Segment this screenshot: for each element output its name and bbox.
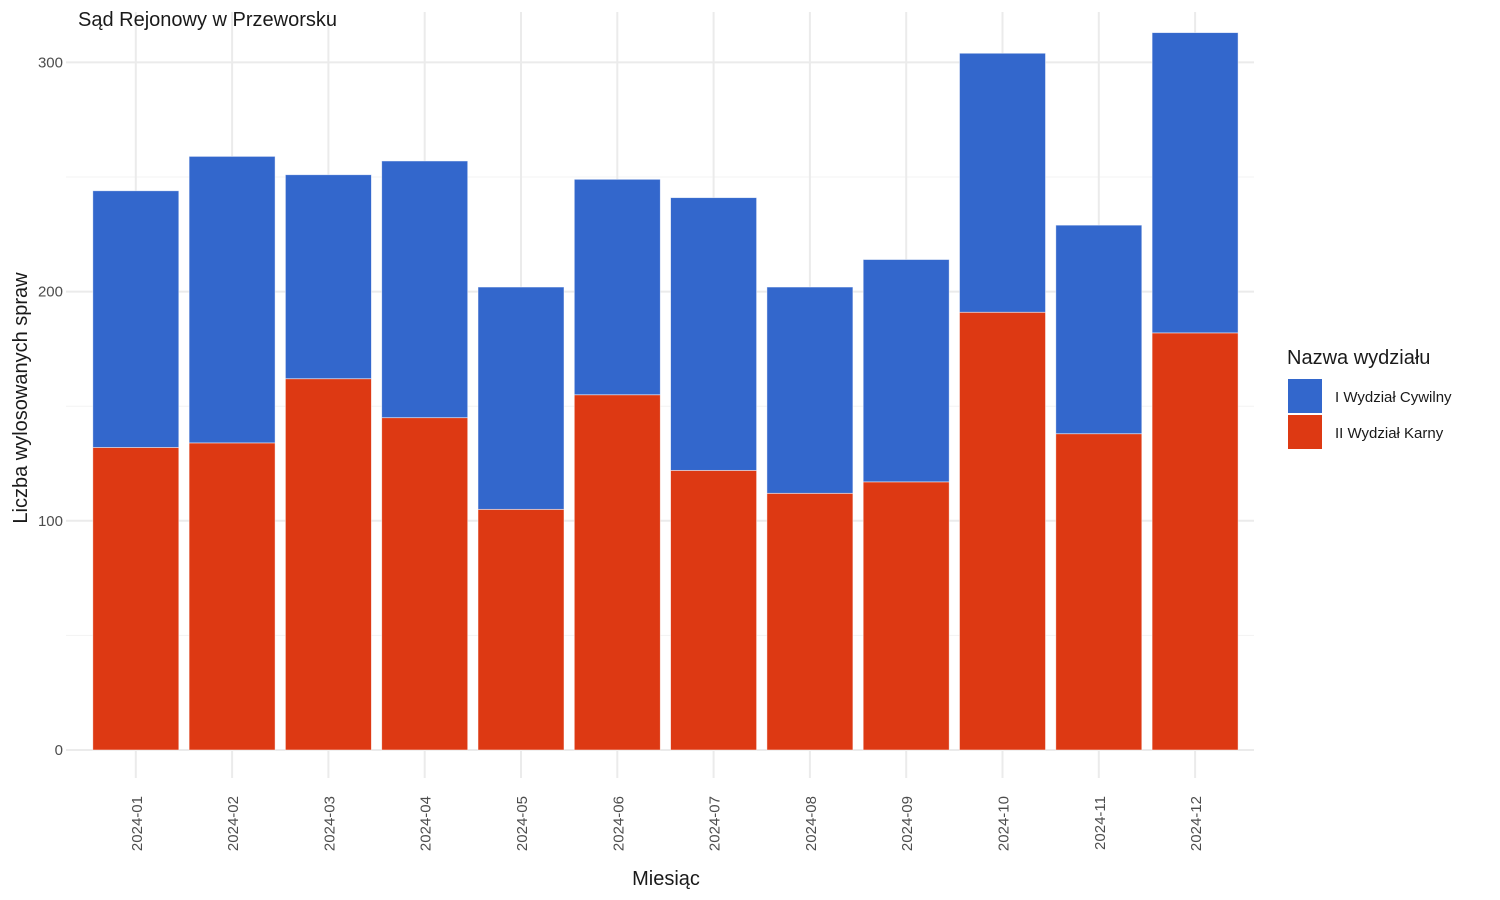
x-tick-label: 2024-04 [418, 796, 435, 851]
legend-title: Nazwa wydziału [1287, 347, 1430, 369]
legend-label-karny: II Wydział Karny [1335, 425, 1444, 442]
bar-karny-2024-11 [1055, 433, 1143, 751]
bar-cywilny-2024-08 [766, 286, 854, 494]
legend: Nazwa wydziału I Wydział Cywilny II Wydz… [1287, 347, 1452, 449]
y-tick-label: 200 [38, 284, 63, 301]
bar-karny-2024-03 [284, 378, 372, 751]
bar-karny-2024-07 [670, 469, 757, 751]
x-tick-label: 2024-09 [899, 796, 916, 851]
bar-cywilny-2024-10 [959, 52, 1046, 313]
x-tick-label: 2024-07 [707, 796, 724, 851]
legend-swatch-cywilny [1288, 379, 1322, 413]
x-tick-label: 2024-08 [803, 796, 820, 851]
bar-karny-2024-01 [92, 447, 180, 751]
x-tick-label: 2024-05 [514, 796, 531, 851]
y-tick-label: 300 [38, 54, 63, 71]
bar-karny-2024-08 [766, 492, 854, 751]
bar-karny-2024-12 [1151, 332, 1239, 751]
bars [92, 32, 1239, 751]
bar-karny-2024-04 [381, 417, 469, 751]
y-tick-label: 0 [55, 742, 63, 759]
bar-cywilny-2024-05 [477, 286, 565, 510]
legend-label-cywilny: I Wydział Cywilny [1335, 389, 1452, 406]
bar-karny-2024-06 [573, 394, 661, 751]
x-tick-label: 2024-12 [1188, 796, 1205, 851]
y-tick-label: 100 [38, 513, 63, 530]
chart-title: Sąd Rejonowy w Przeworsku [78, 9, 337, 31]
bar-cywilny-2024-04 [381, 160, 469, 419]
bar-cywilny-2024-06 [573, 178, 661, 396]
bar-cywilny-2024-02 [188, 155, 276, 444]
bar-cywilny-2024-07 [670, 197, 757, 471]
x-tick-label: 2024-11 [1092, 796, 1109, 850]
x-tick-label: 2024-03 [321, 796, 338, 851]
bar-karny-2024-10 [959, 311, 1046, 751]
bar-cywilny-2024-01 [92, 190, 180, 448]
y-axis-ticks: 0 100 200 300 [38, 54, 63, 759]
x-tick-label: 2024-01 [129, 796, 146, 851]
x-axis-title: Miesiąc [632, 868, 700, 890]
bar-karny-2024-02 [188, 442, 276, 751]
x-axis-ticks: 2024-01 2024-02 2024-03 2024-04 2024-05 2024-… [129, 796, 1205, 851]
bar-cywilny-2024-09 [862, 259, 950, 483]
bar-cywilny-2024-03 [284, 174, 372, 380]
y-axis-title: Liczba wylosowanych spraw [10, 272, 32, 524]
bar-karny-2024-05 [477, 508, 565, 751]
bar-karny-2024-09 [862, 481, 950, 751]
legend-swatch-karny [1288, 415, 1322, 449]
x-tick-label: 2024-02 [225, 796, 242, 851]
x-tick-label: 2024-10 [996, 796, 1013, 851]
bar-cywilny-2024-12 [1151, 32, 1239, 334]
bar-cywilny-2024-11 [1055, 224, 1143, 435]
x-tick-label: 2024-06 [610, 796, 627, 851]
